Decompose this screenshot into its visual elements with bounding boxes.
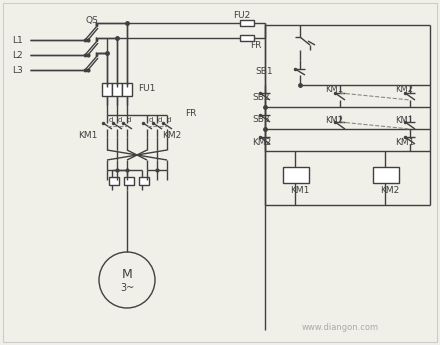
Text: KM1: KM1 xyxy=(395,116,413,125)
Text: L3: L3 xyxy=(12,66,23,75)
Text: 3~: 3~ xyxy=(120,283,134,293)
Text: KM2: KM2 xyxy=(395,85,413,93)
Bar xyxy=(373,167,399,183)
Text: QS: QS xyxy=(85,16,98,24)
Bar xyxy=(109,177,119,185)
Bar xyxy=(124,177,134,185)
Text: SB2: SB2 xyxy=(252,92,269,101)
Bar xyxy=(102,83,112,96)
Text: SB3: SB3 xyxy=(252,115,270,124)
Bar xyxy=(240,35,254,41)
Text: KM1: KM1 xyxy=(325,85,343,93)
Bar xyxy=(240,20,254,26)
Text: L1: L1 xyxy=(12,36,23,45)
Text: KM2: KM2 xyxy=(252,138,271,147)
Text: KM1: KM1 xyxy=(290,186,310,195)
Bar xyxy=(112,83,122,96)
Text: d: d xyxy=(118,117,122,123)
Bar xyxy=(139,177,149,185)
Text: FU1: FU1 xyxy=(138,83,155,92)
Text: M: M xyxy=(121,268,132,282)
Text: FR: FR xyxy=(185,108,196,118)
Text: KM2: KM2 xyxy=(325,116,343,125)
Text: KM1: KM1 xyxy=(78,130,97,139)
Bar xyxy=(122,83,132,96)
Text: SB1: SB1 xyxy=(255,67,273,76)
Text: d: d xyxy=(149,117,154,123)
Text: FU2: FU2 xyxy=(233,10,250,20)
Bar xyxy=(283,167,309,183)
Text: www.diangon.com: www.diangon.com xyxy=(301,323,378,332)
Text: d: d xyxy=(167,117,171,123)
Text: d: d xyxy=(158,117,162,123)
Text: KM1: KM1 xyxy=(395,138,414,147)
Text: FR: FR xyxy=(250,40,261,49)
Text: d: d xyxy=(127,117,132,123)
Text: L2: L2 xyxy=(12,50,22,59)
Text: KM2: KM2 xyxy=(380,186,400,195)
Text: KM2: KM2 xyxy=(162,130,181,139)
Text: d: d xyxy=(109,117,114,123)
